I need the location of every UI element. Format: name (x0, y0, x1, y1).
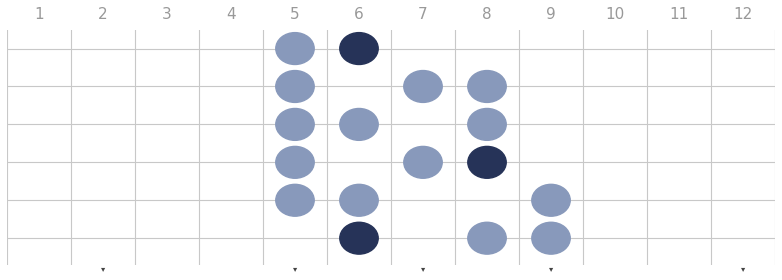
Ellipse shape (276, 108, 314, 140)
Ellipse shape (404, 71, 442, 102)
Ellipse shape (468, 222, 506, 254)
Ellipse shape (276, 71, 314, 102)
Ellipse shape (340, 108, 378, 140)
Text: ▾: ▾ (293, 264, 297, 273)
Ellipse shape (468, 71, 506, 102)
Ellipse shape (340, 222, 378, 254)
Ellipse shape (532, 222, 570, 254)
Ellipse shape (468, 108, 506, 140)
Ellipse shape (340, 32, 378, 64)
Text: ▾: ▾ (421, 264, 425, 273)
Text: ▾: ▾ (549, 264, 553, 273)
Ellipse shape (276, 146, 314, 178)
Ellipse shape (276, 184, 314, 216)
Ellipse shape (404, 146, 442, 178)
Text: ▾: ▾ (101, 264, 105, 273)
Ellipse shape (340, 184, 378, 216)
Text: ▾: ▾ (741, 264, 745, 273)
Ellipse shape (532, 184, 570, 216)
Ellipse shape (276, 32, 314, 64)
Ellipse shape (468, 146, 506, 178)
